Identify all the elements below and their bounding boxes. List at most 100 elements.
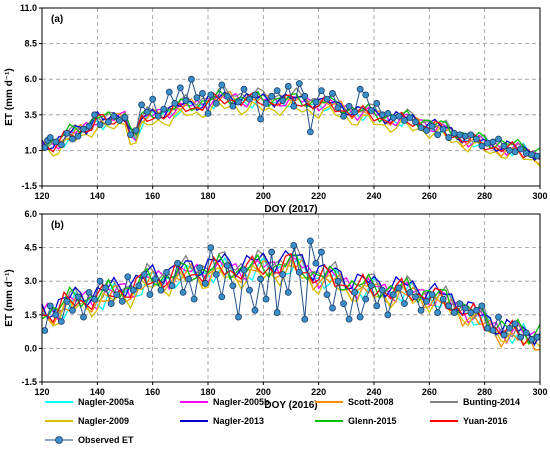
observed-point bbox=[423, 297, 430, 305]
observed-point bbox=[417, 306, 425, 314]
observed-point bbox=[489, 327, 497, 334]
y-tick-label: -1.5 bbox=[21, 181, 37, 191]
observed-point bbox=[190, 295, 198, 303]
observed-point bbox=[116, 117, 123, 124]
observed-point bbox=[262, 100, 270, 107]
observed-point bbox=[301, 92, 309, 100]
observed-point bbox=[395, 112, 403, 120]
observed-point bbox=[110, 112, 118, 120]
observed-point bbox=[46, 134, 54, 141]
observed-point bbox=[373, 100, 381, 107]
observed-point bbox=[201, 280, 209, 287]
observed-point bbox=[176, 84, 184, 92]
observed-point bbox=[52, 311, 60, 319]
observed-point bbox=[118, 297, 126, 305]
observed-point bbox=[456, 300, 464, 308]
observed-point bbox=[522, 149, 530, 157]
observed-point bbox=[340, 300, 347, 308]
observed-point bbox=[96, 121, 104, 129]
observed-point bbox=[412, 293, 419, 301]
observed-point bbox=[138, 101, 146, 109]
x-tick-label: 140 bbox=[90, 387, 105, 397]
observed-point bbox=[528, 336, 536, 343]
observed-point bbox=[423, 127, 430, 134]
observed-point bbox=[240, 266, 248, 274]
observed-point bbox=[401, 300, 408, 308]
legend-item-label: Nagler-2009 bbox=[78, 416, 129, 426]
x-axis-title: DOY (2017) bbox=[264, 204, 317, 215]
observed-point bbox=[290, 102, 298, 110]
observed-point bbox=[251, 306, 259, 314]
observed-point bbox=[57, 318, 65, 325]
observed-point bbox=[345, 315, 353, 323]
y-tick-label: 4.5 bbox=[24, 243, 37, 253]
observed-point bbox=[290, 241, 298, 249]
y-tick-label: 1.5 bbox=[24, 310, 37, 320]
observed-point bbox=[517, 145, 525, 153]
observed-point bbox=[52, 138, 60, 146]
observed-point bbox=[340, 112, 347, 120]
panel-label: (a) bbox=[51, 14, 63, 25]
observed-point bbox=[434, 309, 442, 316]
observed-point bbox=[467, 131, 475, 139]
observed-point bbox=[152, 275, 159, 283]
x-tick-label: 300 bbox=[532, 387, 547, 397]
observed-point bbox=[199, 90, 206, 97]
observed-point bbox=[472, 306, 480, 314]
observed-point bbox=[91, 111, 98, 119]
observed-point bbox=[306, 237, 314, 245]
observed-point bbox=[229, 282, 237, 290]
observed-point bbox=[323, 95, 331, 103]
observed-point bbox=[57, 141, 65, 149]
observed-point bbox=[378, 286, 386, 294]
x-tick-label: 120 bbox=[34, 191, 49, 201]
observed-point bbox=[484, 139, 491, 147]
observed-point bbox=[69, 306, 76, 314]
legend-item-label: Glenn-2015 bbox=[348, 416, 397, 426]
observed-point bbox=[533, 152, 541, 160]
observed-point bbox=[132, 127, 140, 134]
observed-point bbox=[63, 297, 71, 305]
legend-item-label: Nagler-2013 bbox=[213, 416, 264, 426]
observed-point bbox=[279, 271, 287, 278]
observed-point bbox=[500, 142, 508, 150]
observed-point bbox=[229, 102, 237, 110]
observed-point bbox=[434, 131, 442, 139]
legend-item-label: Yuan-2016 bbox=[463, 416, 508, 426]
legend-observed-label: Observed ET bbox=[78, 435, 134, 445]
observed-point bbox=[127, 131, 134, 139]
observed-point bbox=[223, 92, 231, 100]
observed-point bbox=[240, 85, 248, 93]
y-tick-label: 3.0 bbox=[24, 276, 37, 286]
observed-point bbox=[484, 324, 491, 332]
observed-point bbox=[384, 311, 392, 319]
observed-point bbox=[96, 277, 104, 285]
observed-point bbox=[257, 275, 264, 283]
series-line-yuan-2016 bbox=[41, 252, 541, 347]
x-tick-label: 260 bbox=[422, 191, 437, 201]
observed-point bbox=[246, 95, 253, 103]
observed-point bbox=[187, 75, 195, 83]
observed-point bbox=[478, 142, 486, 150]
observed-point bbox=[69, 135, 76, 143]
observed-point bbox=[472, 135, 480, 143]
observed-point bbox=[461, 132, 469, 140]
observed-point bbox=[257, 115, 264, 123]
observed-point bbox=[107, 300, 115, 308]
observed-point bbox=[323, 291, 331, 299]
legend-item-label: Nagler-2005b bbox=[213, 397, 270, 407]
observed-point bbox=[185, 275, 193, 283]
observed-point bbox=[533, 333, 541, 341]
observed-point bbox=[384, 109, 392, 117]
observed-point bbox=[373, 302, 381, 310]
y-tick-label: 1.0 bbox=[24, 145, 37, 155]
observed-point bbox=[268, 248, 276, 256]
x-tick-label: 300 bbox=[532, 191, 547, 201]
observed-point bbox=[367, 107, 375, 114]
observed-point bbox=[149, 95, 157, 103]
observed-point bbox=[495, 135, 502, 143]
observed-point bbox=[456, 131, 464, 139]
observed-point bbox=[80, 313, 87, 321]
observed-point bbox=[157, 286, 165, 294]
observed-point bbox=[312, 98, 320, 106]
